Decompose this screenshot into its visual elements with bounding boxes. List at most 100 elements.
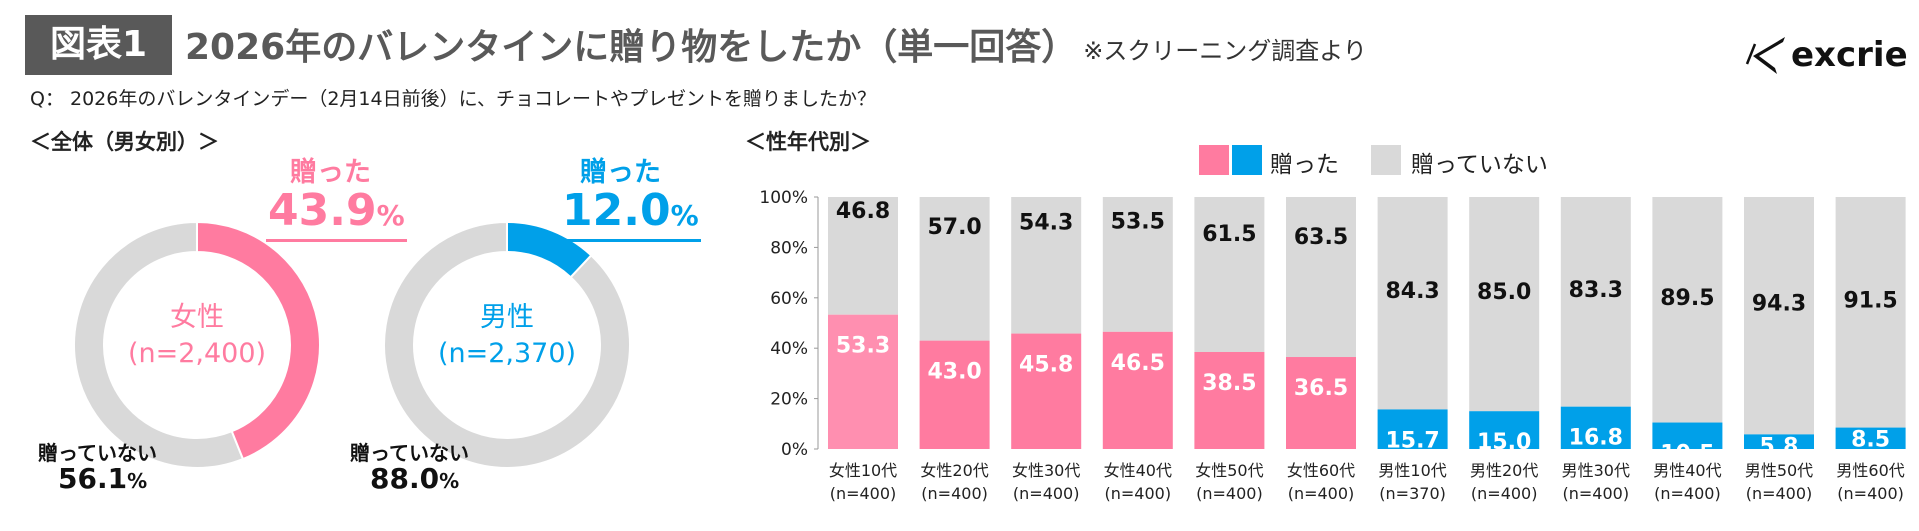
male-donut-gave-slice <box>506 220 593 279</box>
male-n: (n=2,370) <box>437 338 577 369</box>
x-tick-label: 女性60代 <box>1287 461 1355 480</box>
male-center-label: 男性 (n=2,370) <box>427 300 587 372</box>
bar-gave <box>1560 406 1631 449</box>
bar-not-gave <box>828 197 898 315</box>
data-label-not-gave: 84.3 <box>1385 279 1439 304</box>
y-tick-label: 60% <box>770 289 808 309</box>
female-not-pct: 56.1% <box>58 462 147 495</box>
data-label-gave: 36.5 <box>1294 376 1348 401</box>
male-name: 男性 <box>480 302 534 333</box>
male-not-value: 88.0 <box>370 462 440 495</box>
bar-not-gave <box>1011 197 1082 334</box>
data-label-not-gave: 54.3 <box>1019 211 1073 236</box>
unit: % <box>376 199 405 232</box>
legend-not-gave: 贈っていない <box>1411 152 1548 178</box>
bar-gave <box>828 314 898 449</box>
female-name: 女性 <box>170 302 224 333</box>
x-tick-label: 男性40代 <box>1653 461 1721 480</box>
x-tick-label: 男性30代 <box>1562 461 1630 480</box>
bar-not-gave <box>1835 197 1906 428</box>
data-label-gave: 46.5 <box>1111 351 1165 376</box>
data-label-gave: 45.8 <box>1019 353 1073 378</box>
excrie-logo: excrie <box>1745 30 1908 80</box>
x-tick-label: 女性40代 <box>1104 461 1172 480</box>
bar-gave <box>919 340 990 449</box>
male-gave-label: 贈った <box>580 157 661 188</box>
data-label-gave: 43.0 <box>927 360 981 385</box>
data-label-gave: 38.5 <box>1202 371 1256 396</box>
y-tick-label: 40% <box>770 339 808 359</box>
unit: % <box>127 469 148 493</box>
female-not-value: 56.1 <box>58 462 128 495</box>
x-tick-n-label: (n=400) <box>1013 484 1080 503</box>
bar-gave <box>1102 331 1173 449</box>
legend-swatch-female-gave <box>1199 145 1229 175</box>
bar-not-gave <box>1744 197 1814 435</box>
question-text: Q： 2026年のバレンタインデー（2月14日前後）に、チョコレートやプレゼント… <box>30 88 877 110</box>
data-label-gave: 10.5 <box>1660 442 1714 467</box>
bar-gave <box>1744 434 1814 449</box>
y-tick-label: 100% <box>759 188 808 208</box>
data-label-not-gave: 46.8 <box>836 199 890 224</box>
x-tick-n-label: (n=400) <box>921 484 988 503</box>
female-gave-value: 43.9 <box>268 185 377 236</box>
legend-swatch-male-gave <box>1232 145 1262 175</box>
data-label-not-gave: 61.5 <box>1202 222 1256 247</box>
donut-charts <box>73 220 631 469</box>
data-label-gave: 15.7 <box>1385 428 1439 453</box>
bar-not-gave <box>919 197 990 341</box>
x-tick-label: 女性20代 <box>920 461 988 480</box>
x-tick-label: 男性20代 <box>1470 461 1538 480</box>
male-donut-not-gave-slice <box>383 220 631 469</box>
female-not-label: 贈っていない <box>38 441 157 465</box>
logo-mark-icon <box>1745 37 1785 74</box>
x-tick-n-label: (n=370) <box>1379 484 1446 503</box>
overall-section-title: ＜全体（男女別）＞ <box>30 130 219 154</box>
data-label-not-gave: 91.5 <box>1843 288 1897 313</box>
title-text: 2026年のバレンタインに贈り物をしたか（単一回答） <box>185 27 1078 68</box>
female-gave-label: 贈った <box>290 157 371 188</box>
male-not-pct: 88.0% <box>370 462 459 495</box>
title-note: ※スクリーニング調査より <box>1083 37 1367 65</box>
data-label-gave: 15.0 <box>1477 430 1531 455</box>
bar-not-gave <box>1194 197 1265 352</box>
x-tick-n-label: (n=400) <box>1746 484 1813 503</box>
data-label-not-gave: 94.3 <box>1752 292 1806 317</box>
bar-gave <box>1835 427 1906 449</box>
y-tick-label: 80% <box>770 238 808 258</box>
bar-gave <box>1652 422 1723 449</box>
bar-not-gave <box>1469 197 1540 412</box>
data-label-not-gave: 53.5 <box>1111 209 1165 234</box>
x-tick-n-label: (n=400) <box>1105 484 1172 503</box>
data-label-gave: 8.5 <box>1851 428 1890 453</box>
logo-text: excrie <box>1791 35 1908 75</box>
male-gave-pct: 12.0% <box>560 188 701 242</box>
female-donut-not-gave-slice <box>73 220 245 469</box>
male-not-label: 贈っていない <box>350 441 469 465</box>
bar-gave <box>1377 409 1448 449</box>
x-tick-label: 女性10代 <box>829 461 897 480</box>
bar-not-gave <box>1377 197 1448 410</box>
bar-gave <box>1011 333 1082 449</box>
x-tick-n-label: (n=400) <box>1654 484 1721 503</box>
bar-gave <box>1194 351 1265 449</box>
x-tick-label: 男性10代 <box>1378 461 1446 480</box>
x-tick-n-label: (n=400) <box>1837 484 1904 503</box>
x-tick-n-label: (n=400) <box>830 484 897 503</box>
unit: % <box>670 199 699 232</box>
y-tick-label: 0% <box>781 440 808 460</box>
legend-swatch-not-gave <box>1371 145 1401 175</box>
data-label-not-gave: 63.5 <box>1294 225 1348 250</box>
data-label-not-gave: 57.0 <box>927 215 981 240</box>
x-tick-label: 女性30代 <box>1012 461 1080 480</box>
figure-badge: 図表1 <box>25 15 172 75</box>
x-tick-n-label: (n=400) <box>1288 484 1355 503</box>
bar-section-title: ＜性年代別＞ <box>745 130 871 154</box>
unit: % <box>439 469 460 493</box>
data-label-not-gave: 83.3 <box>1569 278 1623 303</box>
x-tick-n-label: (n=400) <box>1563 484 1630 503</box>
legend-gave: 贈った <box>1270 152 1339 178</box>
data-label-gave: 16.8 <box>1569 426 1623 451</box>
